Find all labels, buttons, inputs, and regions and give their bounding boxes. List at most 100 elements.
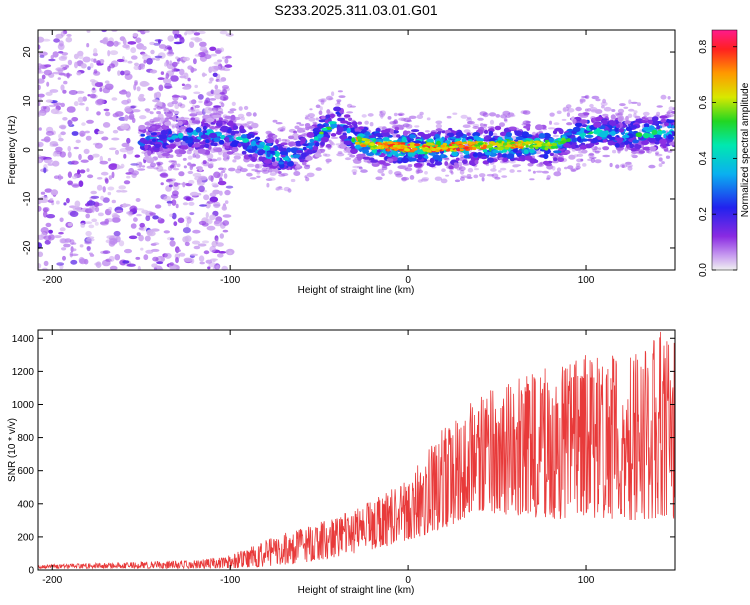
spectrogram-signal-blob (533, 159, 539, 163)
spectrogram-signal-blob (571, 137, 577, 143)
spectrogram-noise-blob (87, 154, 94, 161)
spectrogram-peak-blob (488, 144, 494, 147)
spectrogram-noise-blob (160, 182, 164, 186)
spectrogram-noise-blob (127, 41, 137, 45)
spectrogram-signal-blob (648, 125, 655, 131)
spectrogram-noise-blob (199, 204, 207, 207)
spectrogram-signal-blob (634, 115, 641, 119)
spectrogram-halo-blob (304, 116, 309, 120)
spectrogram-noise-blob (219, 92, 225, 95)
spectrogram-noise-blob (93, 69, 98, 74)
spectrogram-noise-blob (115, 209, 124, 213)
spectrogram-halo-blob (621, 164, 625, 168)
spectrogram-halo-blob (460, 175, 468, 178)
spectrogram-noise-blob (141, 45, 147, 51)
spectrogram-signal-blob (276, 157, 280, 162)
spectrogram-noise-blob (38, 127, 42, 131)
spectrogram-signal-blob (652, 116, 659, 122)
spectrogram-noise-blob (94, 206, 100, 213)
spectrogram-noise-blob (73, 146, 80, 150)
spectrogram-noise-blob (149, 69, 158, 74)
spectrogram-noise-blob (85, 230, 92, 237)
spectrogram-noise-blob (96, 98, 105, 105)
spectrogram-noise-blob (102, 122, 111, 128)
spectrogram-noise-blob (126, 211, 133, 215)
spectrogram-noise-blob (197, 243, 207, 247)
spectrogram-signal-blob (362, 156, 371, 160)
spectrogram-signal-blob (548, 137, 555, 143)
spectrogram-noise-blob (114, 111, 124, 117)
spectrogram-halo-blob (256, 175, 261, 178)
spectrogram-signal-blob (212, 114, 218, 119)
spectrogram-noise-blob (222, 85, 229, 90)
spectrogram-halo-blob (424, 171, 428, 175)
spectrogram-halo-blob (612, 149, 617, 154)
spectrogram-noise-blob (40, 191, 46, 195)
spectrogram-halo-blob (312, 121, 317, 125)
spectrogram-halo-blob (137, 168, 146, 171)
spectrogram-signal-blob (429, 157, 435, 164)
spectrogram-noise-blob (87, 174, 94, 179)
spectrogram-noise-blob (45, 130, 54, 136)
spectrogram-signal-blob (667, 134, 673, 140)
spectrogram-noise-blob (206, 200, 214, 204)
spectrogram-noise-blob (185, 196, 191, 201)
spectrogram-noise-blob (53, 175, 60, 179)
spectrogram-signal-blob (624, 120, 631, 125)
spectrogram-halo-blob (358, 166, 363, 170)
spectrogram-halo-blob (619, 103, 626, 107)
spectrogram-peak-blob (551, 142, 558, 147)
spectrogram-peak-blob (559, 140, 566, 144)
spectrogram-halo-blob (584, 108, 589, 112)
spectrogram-signal-blob (339, 135, 348, 140)
spectrogram-signal-blob (380, 129, 389, 133)
spectrogram-signal-blob (654, 141, 660, 145)
spectrogram-halo-blob (588, 152, 595, 156)
spectrogram-halo-blob (509, 169, 515, 173)
spectrogram-signal-blob (413, 140, 422, 144)
spectrogram-signal-blob (644, 118, 649, 121)
spectrogram-halo-blob (232, 159, 237, 163)
spectrogram-signal-blob (624, 140, 629, 145)
spectrogram-halo-blob (435, 123, 442, 129)
spectrogram-halo-blob (420, 178, 429, 182)
spectrogram-noise-blob (38, 93, 45, 98)
spectrogram-noise-blob (164, 82, 172, 90)
spectrogram-noise-blob (100, 195, 105, 201)
spectrogram-signal-blob (401, 157, 409, 164)
spectrogram-noise-blob (130, 47, 137, 54)
spectrogram-noise-blob (40, 227, 49, 234)
spectrogram-signal-blob (450, 136, 457, 140)
spectrogram-signal-blob (288, 142, 294, 147)
spectrogram-halo-blob (602, 113, 609, 117)
spectrogram-halo-blob (540, 161, 544, 165)
spectrogram-signal-blob (272, 161, 278, 167)
spectrogram-halo-blob (658, 157, 663, 162)
spectrogram-peak-blob (441, 146, 449, 150)
spectrogram-halo-blob (381, 173, 385, 177)
spectrogram-halo-blob (466, 116, 472, 120)
spectrogram-signal-blob (314, 153, 321, 158)
spectrogram-halo-blob (240, 168, 248, 173)
spectrogram-noise-blob (158, 39, 161, 44)
spectrogram-noise-blob (79, 258, 87, 265)
spectrogram-signal-blob (336, 126, 344, 133)
spectrogram-halo-blob (564, 166, 568, 170)
spectrogram-noise-blob (78, 153, 82, 161)
spectrogram-signal-blob (581, 149, 588, 154)
spectrogram-signal-blob (144, 144, 149, 150)
spectrogram-noise-blob (188, 201, 195, 206)
spectrogram-halo-blob (144, 108, 151, 112)
spectrogram-signal-blob (435, 128, 443, 132)
spectrogram-noise-blob (107, 191, 112, 196)
spectrogram-signal-blob (535, 124, 544, 131)
spectrogram-noise-blob (90, 195, 100, 199)
spectrogram-signal-blob (463, 151, 470, 155)
spectrogram-signal-blob (222, 152, 228, 158)
spectrogram-halo-blob (254, 170, 263, 173)
spectrogram-noise-blob (152, 215, 159, 220)
spectrogram-signal-blob (228, 120, 234, 127)
spectrogram-peak-blob (386, 148, 391, 152)
spectrogram-signal-blob (329, 141, 334, 146)
spectrogram-signal-blob (523, 149, 529, 154)
